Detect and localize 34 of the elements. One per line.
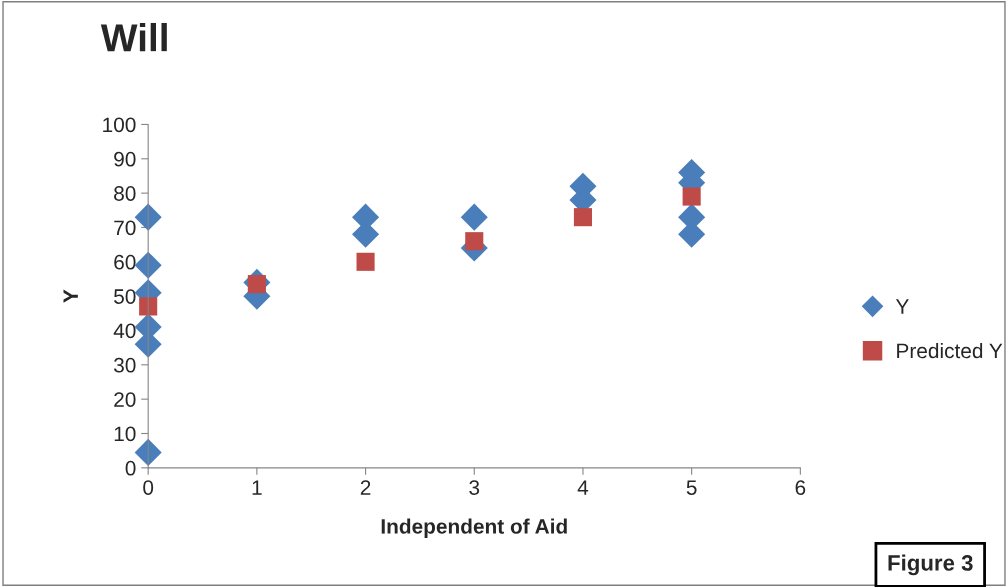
x-tick-label: 1	[252, 480, 262, 495]
x-tick-label: 4	[577, 480, 589, 495]
y-tick-label: 30	[113, 357, 136, 373]
y-tick-label: 0	[125, 460, 136, 476]
point	[134, 203, 162, 231]
point	[465, 232, 484, 251]
x-tick-label: 6	[795, 480, 806, 495]
point	[139, 297, 158, 316]
legend-label: Predicted Y	[897, 342, 1003, 359]
legend-label: Y	[895, 299, 909, 314]
y-tick-label: 70	[114, 220, 136, 236]
y-tick-label: 60	[114, 254, 136, 270]
x-axis-title: Independent of Aid	[381, 518, 567, 538]
y-tick-label: 50	[114, 289, 136, 304]
chart-title: Will	[100, 22, 167, 52]
point	[134, 251, 162, 279]
x-tick-label: 2	[360, 480, 371, 495]
y-tick-label: 90	[114, 151, 136, 167]
point	[134, 438, 162, 466]
caption: Figure 3	[888, 554, 973, 576]
x-tick-label: 0	[143, 480, 154, 495]
y-tick-label: 80	[114, 186, 136, 201]
y-tick-label: 40	[113, 323, 136, 339]
y-tick-label: 100	[103, 117, 136, 133]
y-tick-label: 10	[114, 426, 136, 442]
point	[460, 203, 488, 231]
point	[356, 252, 375, 271]
point	[682, 187, 701, 206]
y-tick-label: 20	[114, 392, 136, 407]
point	[247, 275, 266, 294]
x-tick-label: 3	[469, 480, 480, 495]
point	[573, 208, 593, 227]
x-tick-label: 5	[686, 480, 697, 495]
y-axis-title: Y	[63, 289, 78, 303]
